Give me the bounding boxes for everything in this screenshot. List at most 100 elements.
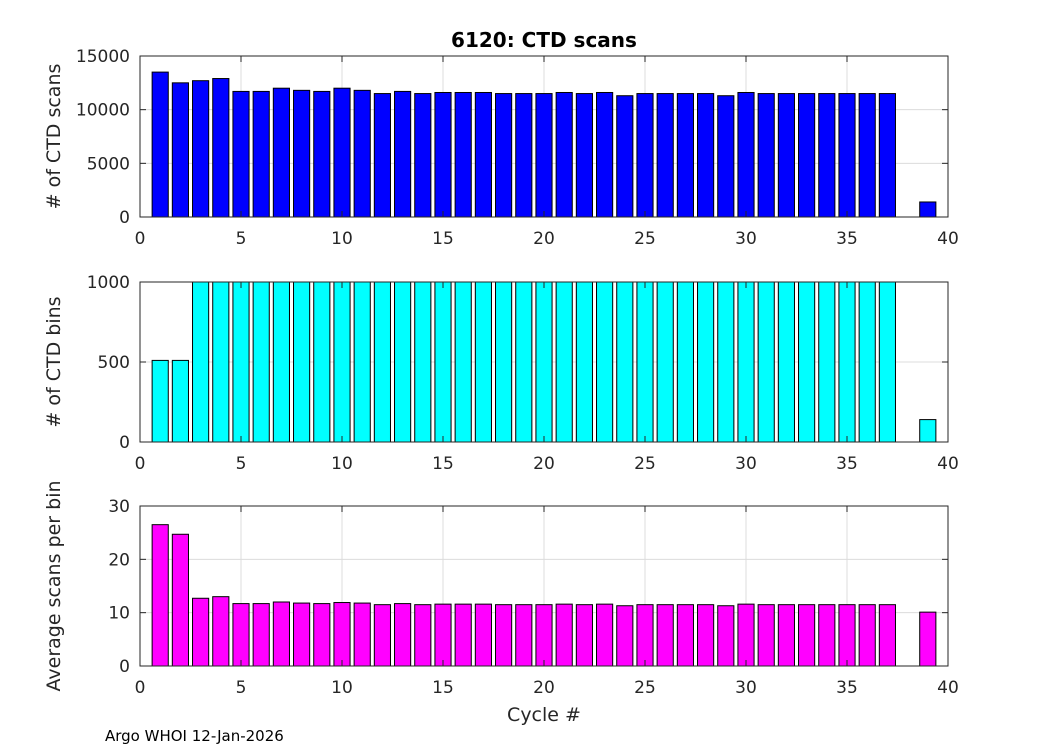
bar bbox=[333, 281, 351, 443]
bar bbox=[596, 603, 614, 667]
x-axis-label: Cycle # bbox=[507, 704, 581, 726]
bar bbox=[171, 82, 189, 218]
x-tick-label: 40 bbox=[937, 229, 959, 249]
bar bbox=[353, 89, 371, 218]
bar bbox=[454, 603, 472, 667]
bar bbox=[272, 87, 290, 218]
y-axis-label: # of CTD scans bbox=[43, 64, 65, 210]
bar bbox=[616, 605, 634, 667]
panel-1: 0 5 10 15 20 25 30 35 40 0 5000 10000 15000 # of CTD … bbox=[43, 28, 959, 249]
bar bbox=[373, 281, 391, 443]
bar bbox=[474, 91, 492, 218]
bar bbox=[676, 281, 694, 443]
bar bbox=[252, 281, 270, 443]
bar bbox=[798, 281, 816, 443]
bar bbox=[757, 604, 775, 667]
bar bbox=[313, 90, 331, 218]
bar bbox=[555, 603, 573, 667]
bar bbox=[717, 95, 735, 218]
bar bbox=[555, 91, 573, 218]
bar bbox=[212, 596, 230, 667]
bar bbox=[838, 93, 856, 218]
bar bbox=[878, 604, 896, 667]
bar bbox=[737, 91, 755, 218]
x-tick-label: 15 bbox=[432, 229, 454, 249]
bar bbox=[676, 604, 694, 667]
x-tick-label: 25 bbox=[634, 229, 656, 249]
bar bbox=[515, 93, 533, 218]
bar bbox=[414, 281, 432, 443]
bar bbox=[515, 281, 533, 443]
bar bbox=[232, 281, 250, 443]
bar bbox=[878, 281, 896, 443]
bar bbox=[697, 281, 715, 443]
x-tick-label: 0 bbox=[135, 229, 146, 249]
x-tick-label: 30 bbox=[735, 454, 757, 474]
bar bbox=[212, 281, 230, 443]
y-tick-label: 15000 bbox=[76, 47, 130, 67]
x-tick-label: 5 bbox=[236, 678, 247, 698]
x-tick-label: 5 bbox=[236, 229, 247, 249]
bar bbox=[293, 602, 311, 667]
bar bbox=[777, 281, 795, 443]
bar bbox=[636, 93, 654, 218]
bar bbox=[575, 281, 593, 443]
bar bbox=[373, 604, 391, 667]
bar bbox=[919, 611, 937, 667]
bar bbox=[919, 201, 937, 218]
x-tick-label: 10 bbox=[331, 229, 353, 249]
bar bbox=[656, 93, 674, 218]
bar bbox=[858, 93, 876, 218]
bar bbox=[737, 281, 755, 443]
bar bbox=[252, 90, 270, 218]
y-tick-label: 1000 bbox=[87, 273, 130, 293]
bar bbox=[171, 533, 189, 667]
bar bbox=[353, 281, 371, 443]
bar bbox=[272, 281, 290, 443]
bar bbox=[394, 281, 412, 443]
bar bbox=[858, 281, 876, 443]
x-tick-label: 10 bbox=[331, 454, 353, 474]
bar bbox=[656, 604, 674, 667]
bar bbox=[777, 604, 795, 667]
bar bbox=[717, 605, 735, 667]
bar bbox=[495, 281, 513, 443]
bar bbox=[495, 604, 513, 667]
bar bbox=[919, 419, 937, 443]
bar bbox=[535, 93, 553, 218]
y-tick-label: 0 bbox=[119, 208, 130, 228]
bar bbox=[272, 601, 290, 667]
bar bbox=[656, 281, 674, 443]
bar bbox=[353, 602, 371, 667]
bar bbox=[757, 93, 775, 218]
y-tick-label: 10000 bbox=[76, 101, 130, 121]
chart-title: 6120: CTD scans bbox=[451, 28, 637, 52]
bar bbox=[616, 95, 634, 218]
y-axis-label: # of CTD bins bbox=[43, 296, 65, 427]
bar bbox=[232, 90, 250, 218]
bar bbox=[596, 91, 614, 218]
bar bbox=[394, 90, 412, 218]
bar bbox=[414, 93, 432, 218]
x-tick-label: 40 bbox=[937, 454, 959, 474]
bar bbox=[838, 604, 856, 667]
bar bbox=[293, 281, 311, 443]
bar bbox=[474, 603, 492, 667]
x-tick-label: 15 bbox=[432, 454, 454, 474]
bar bbox=[596, 281, 614, 443]
bar bbox=[232, 603, 250, 667]
bar bbox=[313, 603, 331, 667]
footer-credit: Argo WHOI 12-Jan-2026 bbox=[105, 727, 284, 745]
bar bbox=[717, 281, 735, 443]
bar bbox=[636, 604, 654, 667]
bar bbox=[515, 604, 533, 667]
bar bbox=[676, 93, 694, 218]
bar bbox=[535, 604, 553, 667]
x-tick-label: 15 bbox=[432, 678, 454, 698]
bar bbox=[555, 281, 573, 443]
bar bbox=[878, 93, 896, 218]
x-tick-label: 20 bbox=[533, 678, 555, 698]
bar bbox=[798, 604, 816, 667]
x-tick-label: 40 bbox=[937, 678, 959, 698]
